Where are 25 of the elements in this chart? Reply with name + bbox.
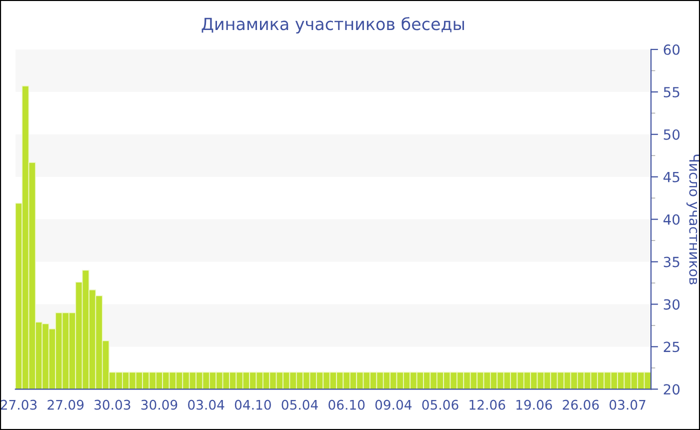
y-tick-label: 55 — [664, 87, 680, 98]
y-tick-label: 20 — [664, 384, 680, 395]
x-tick-label: 05.06 — [422, 400, 458, 410]
y-tick-label: 35 — [664, 256, 680, 268]
x-tick-label: 12.06 — [470, 400, 506, 410]
y-tick-label: 50 — [664, 129, 680, 140]
x-tick-label: 30.09 — [141, 400, 178, 410]
x-tick-label: 06.10 — [328, 400, 365, 410]
x-tick-label: 26.06 — [562, 400, 599, 410]
x-tick-label: 09.04 — [375, 400, 412, 410]
chart-title: Динамика участников беседы — [202, 17, 464, 34]
y-tick-label: 45 — [663, 172, 680, 182]
y-tick-label: 40 — [663, 214, 680, 225]
x-tick-label: 04.10 — [234, 400, 271, 410]
y-axis-title: Число участников — [686, 154, 700, 284]
x-tick-label: 27.09 — [48, 400, 84, 410]
y-tick-label: 60 — [664, 44, 680, 55]
x-tick-label: 03.04 — [188, 400, 224, 410]
y-tick-label: 25 — [664, 342, 680, 352]
x-tick-label: 30.03 — [94, 400, 130, 410]
x-tick-label: 19.06 — [516, 400, 552, 410]
x-tick-label: 27.03 — [0, 400, 37, 410]
x-tick-label: 05.04 — [282, 400, 318, 410]
x-tick-label: 03.07 — [610, 400, 646, 410]
y-tick-label: 30 — [664, 299, 680, 310]
